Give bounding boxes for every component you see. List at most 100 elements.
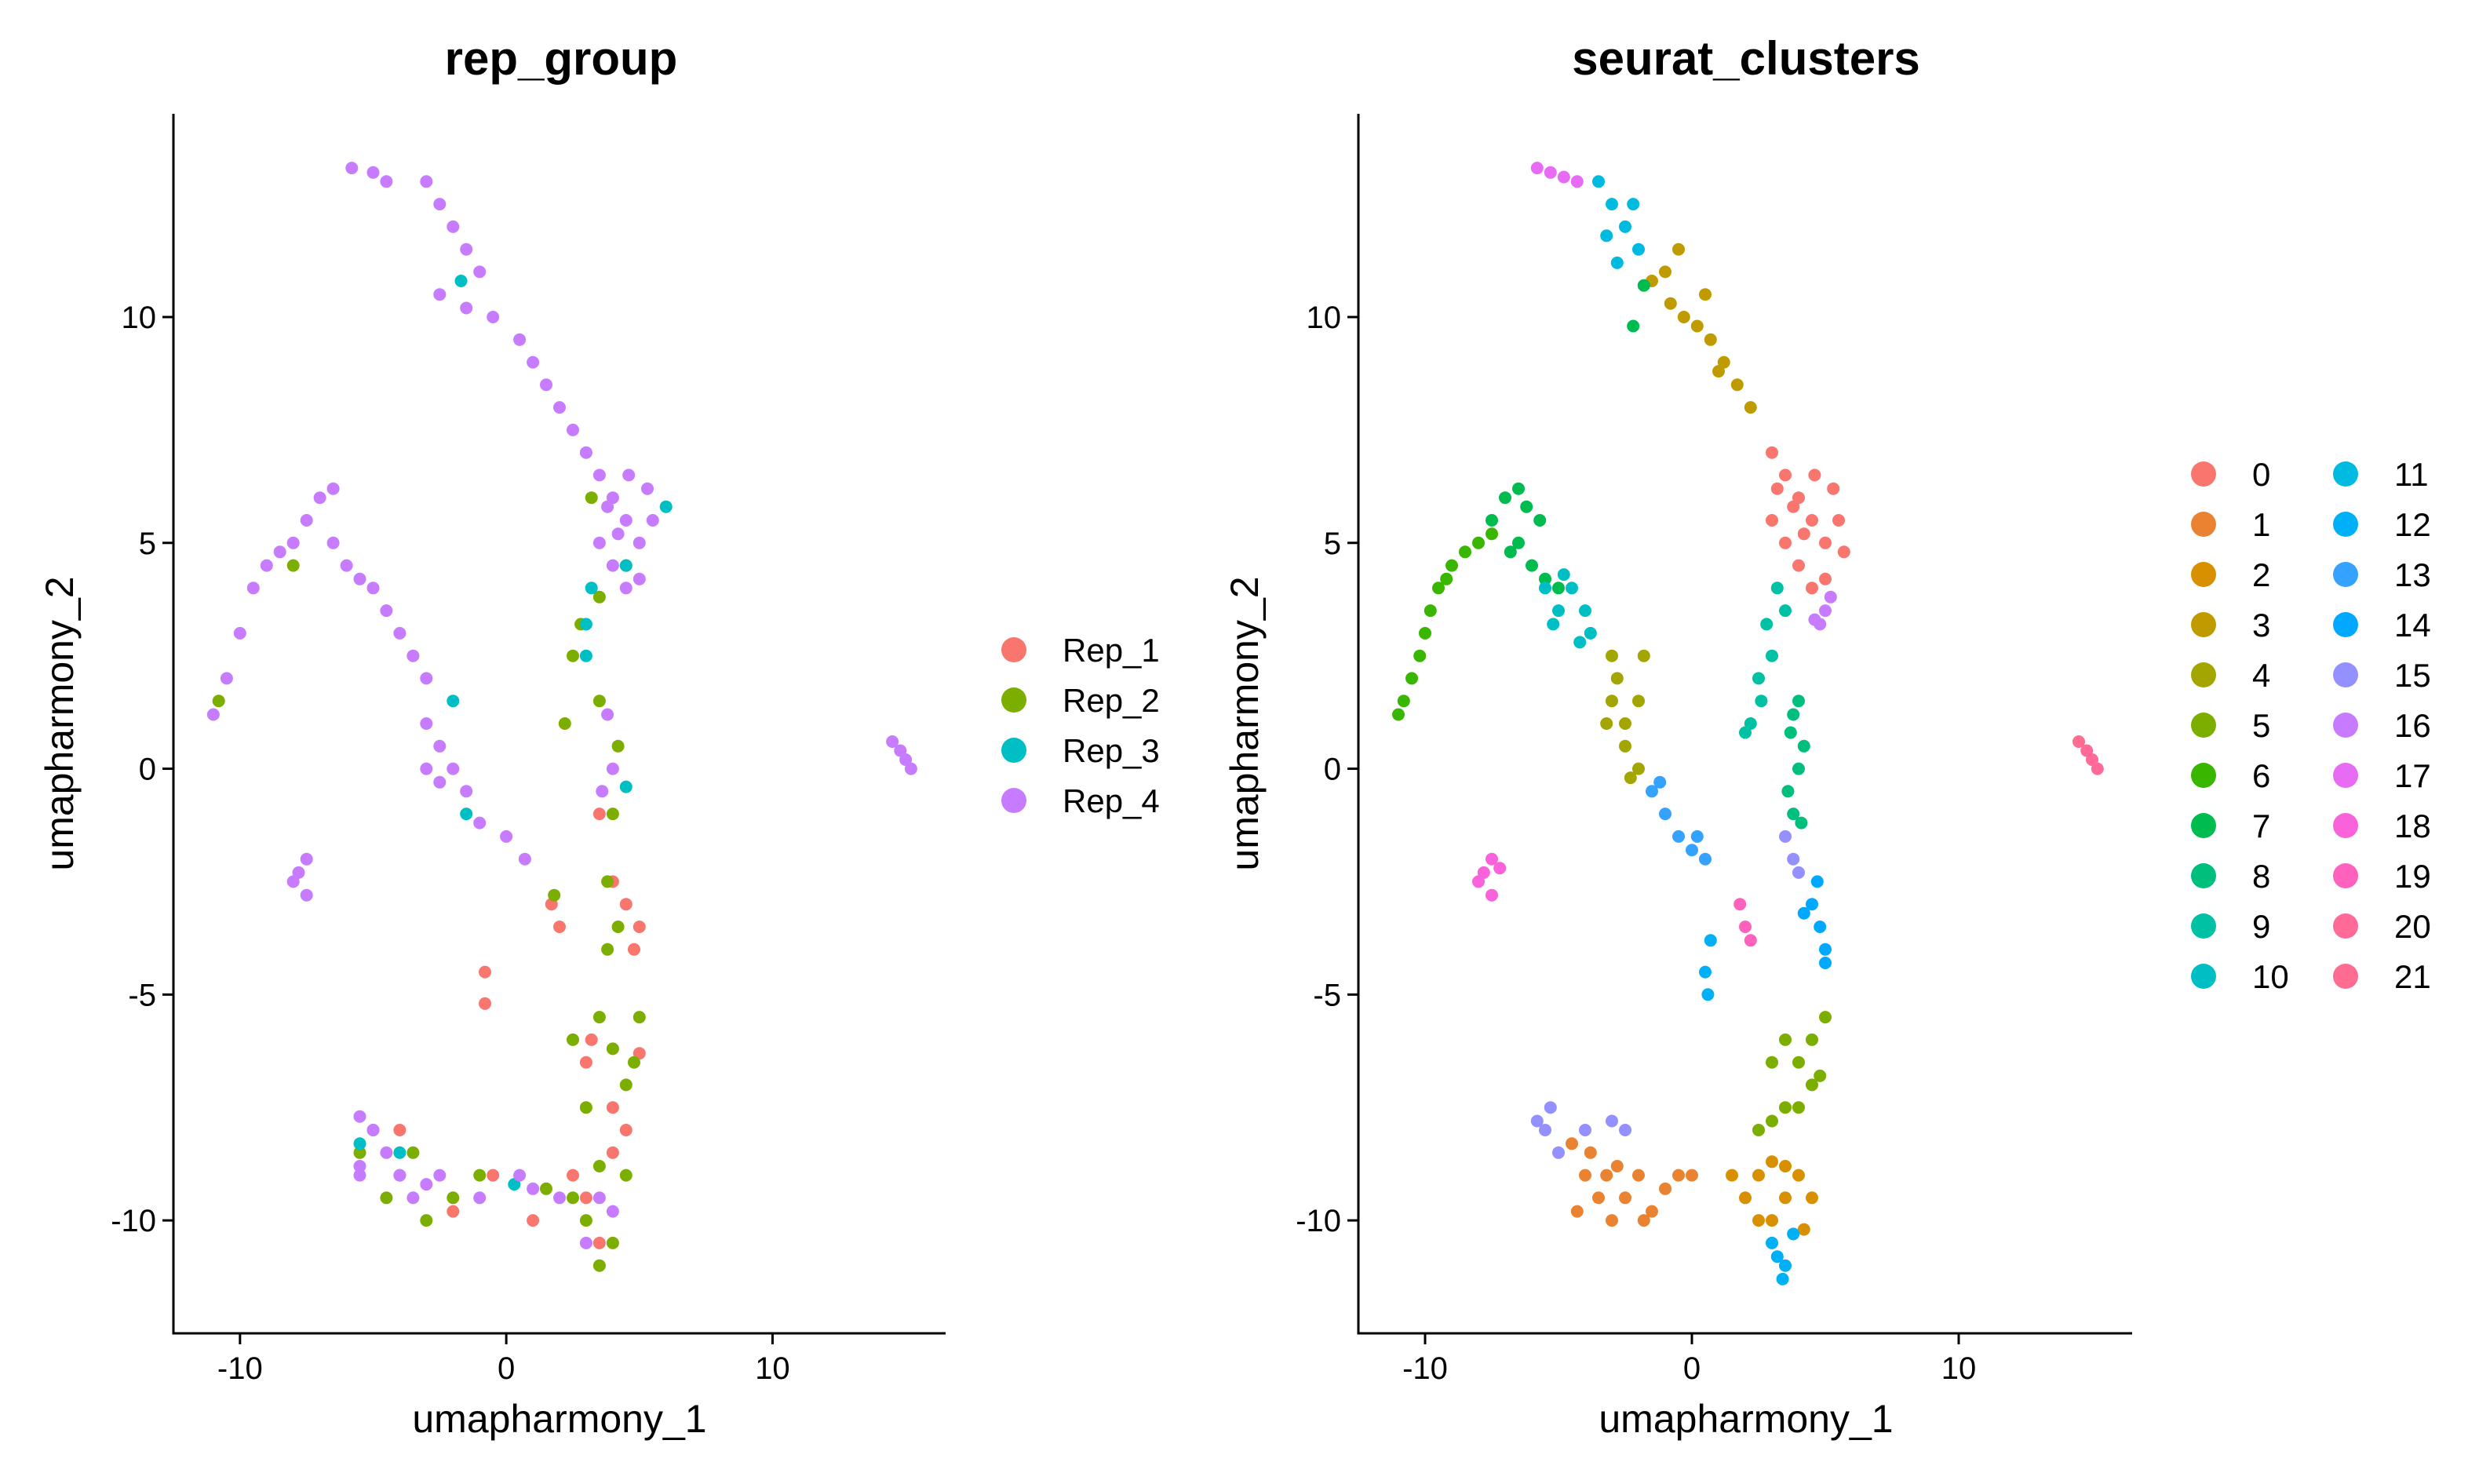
data-point-12 <box>1701 988 1715 1001</box>
data-point-7 <box>1499 491 1511 505</box>
x-tick-label: 10 <box>755 1351 790 1386</box>
data-point-18 <box>1472 875 1485 888</box>
data-point-0 <box>1819 572 1832 585</box>
legend-key-rep-1 <box>1001 637 1026 662</box>
data-point-0 <box>1766 446 1778 459</box>
data-point-6 <box>1424 604 1437 618</box>
data-point-9 <box>1744 717 1757 730</box>
legend: Rep_1 Rep_2 Rep_3 Rep_4 <box>1001 632 1160 819</box>
data-point-9 <box>1770 582 1784 595</box>
data-point-0 <box>1806 582 1818 595</box>
data-point-rep-4 <box>596 785 609 798</box>
data-point-12 <box>1704 934 1717 947</box>
data-point-17 <box>1570 175 1584 188</box>
data-point-3 <box>1659 265 1671 279</box>
data-point-rep-1 <box>487 1169 500 1182</box>
legend-label: 1 <box>2252 506 2270 543</box>
data-point-12 <box>1699 965 1712 979</box>
legend-label: 7 <box>2252 808 2270 844</box>
data-point-5 <box>1779 1033 1792 1046</box>
data-point-rep-4 <box>579 446 592 459</box>
data-point-rep-4 <box>567 423 579 436</box>
data-point-rep-4 <box>606 1205 619 1218</box>
data-point-rep-4 <box>622 469 636 482</box>
data-point-2 <box>1726 1169 1738 1182</box>
data-point-10 <box>1579 604 1591 618</box>
data-point-rep-4 <box>433 739 447 753</box>
data-point-rep-3 <box>447 695 460 708</box>
data-point-3 <box>1677 311 1690 323</box>
data-point-10 <box>1552 604 1565 618</box>
data-point-0 <box>1837 545 1850 559</box>
data-point-rep-2 <box>606 1236 619 1249</box>
data-point-17 <box>1544 166 1557 179</box>
data-point-rep-4 <box>420 717 433 730</box>
data-point-rep-2 <box>447 1191 460 1205</box>
data-point-11 <box>1627 198 1640 211</box>
data-point-rep-4 <box>601 708 614 721</box>
data-point-rep-2 <box>579 1214 592 1227</box>
data-point-rep-4 <box>460 785 473 798</box>
data-point-15 <box>1606 1114 1618 1128</box>
data-point-0 <box>1792 491 1805 505</box>
y-tick-label: -5 <box>1313 978 1341 1012</box>
data-point-4 <box>1606 695 1618 708</box>
data-point-1 <box>1584 1146 1597 1159</box>
data-point-6 <box>1472 536 1485 549</box>
data-point-5 <box>1766 1114 1778 1128</box>
data-point-0 <box>1787 500 1800 513</box>
data-point-15 <box>1792 866 1805 879</box>
data-point-3 <box>1690 319 1704 333</box>
data-point-rep-3 <box>619 559 632 572</box>
legend-key-4 <box>2191 662 2216 687</box>
points-layer <box>1392 162 2104 1285</box>
data-point-18 <box>1486 888 1498 902</box>
data-point-2 <box>1779 1191 1792 1205</box>
legend-key-20 <box>2333 913 2358 939</box>
y-tick-label: -5 <box>128 978 156 1012</box>
data-point-rep-4 <box>641 482 654 495</box>
data-point-rep-4 <box>220 672 233 685</box>
data-point-2 <box>1792 1169 1805 1182</box>
data-point-1 <box>1606 1214 1618 1227</box>
data-point-11 <box>1592 175 1605 188</box>
data-point-rep-1 <box>567 1169 579 1182</box>
data-point-0 <box>1819 536 1832 549</box>
data-point-rep-4 <box>460 242 473 256</box>
data-point-11 <box>1632 242 1645 256</box>
data-point-10 <box>1557 568 1570 582</box>
data-point-rep-4 <box>513 333 527 346</box>
data-point-11 <box>1619 220 1631 233</box>
data-point-rep-4 <box>286 875 300 888</box>
data-point-3 <box>1704 333 1717 346</box>
data-point-rep-4 <box>606 762 619 775</box>
data-point-rep-2 <box>473 1169 487 1182</box>
legend-key-6 <box>2191 763 2216 788</box>
data-point-rep-4 <box>406 649 420 662</box>
legend-key-17 <box>2333 763 2358 788</box>
data-point-1 <box>1600 1169 1613 1182</box>
data-point-rep-3 <box>508 1178 521 1191</box>
legend-label: 11 <box>2394 456 2429 493</box>
data-point-8 <box>1797 739 1810 753</box>
data-point-8 <box>1792 762 1805 775</box>
legend-key-11 <box>2333 461 2358 487</box>
data-point-6 <box>1432 582 1445 595</box>
data-point-rep-1 <box>592 808 606 821</box>
data-point-8 <box>1787 708 1800 721</box>
data-point-rep-4 <box>487 311 500 323</box>
data-point-3 <box>1744 401 1757 414</box>
data-point-rep-4 <box>380 175 393 188</box>
data-point-17 <box>1530 162 1544 175</box>
data-point-7 <box>1486 514 1498 527</box>
data-point-7 <box>1627 319 1640 333</box>
legend-key-2 <box>2191 562 2216 587</box>
y-tick-label: 10 <box>122 301 157 335</box>
data-point-rep-2 <box>286 559 300 572</box>
data-point-0 <box>1779 469 1792 482</box>
data-point-5 <box>1792 1056 1805 1069</box>
legend-key-rep-2 <box>1001 687 1026 713</box>
x-tick-label: -10 <box>1402 1351 1448 1386</box>
data-point-9 <box>1766 649 1778 662</box>
y-tick-label: 0 <box>139 753 156 787</box>
